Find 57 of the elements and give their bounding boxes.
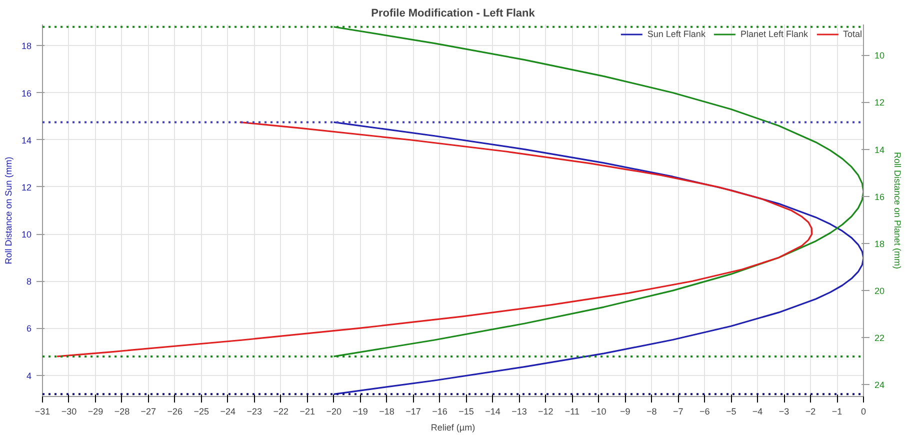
- y-tick-label: 8: [26, 276, 32, 287]
- y2-tick-label: 10: [874, 50, 885, 61]
- x-tick-label: −24: [220, 406, 236, 416]
- x-tick-label: −10: [591, 406, 606, 416]
- x-tick-label: −18: [379, 406, 394, 416]
- x-tick-label: −26: [167, 406, 183, 416]
- y2-tick-label: 22: [874, 333, 885, 344]
- x-tick-label: −25: [194, 406, 210, 416]
- x-tick-label: −12: [538, 406, 554, 416]
- line-series: [333, 121, 864, 395]
- x-tick-label: −8: [646, 406, 657, 416]
- x-tick-label: −1: [832, 406, 842, 416]
- y2-axis-title: Roll Distance on Planet (mm): [892, 152, 903, 270]
- x-tick-label: −16: [432, 406, 448, 416]
- x-tick-label: −30: [61, 406, 77, 416]
- x-tick-label: −14: [485, 406, 500, 416]
- x-axis-title: Relief (µm): [430, 422, 476, 432]
- y2-tick-label: 12: [874, 98, 885, 108]
- x-tick-label: 0: [860, 406, 866, 416]
- y-tick-label: 12: [21, 182, 32, 192]
- x-tick-label: −31: [34, 406, 50, 416]
- x-tick-label: −6: [699, 406, 710, 416]
- x-tick-label: −11: [564, 406, 580, 416]
- legend-label: Sun Left Flank: [647, 29, 706, 39]
- y2-tick-label: 20: [874, 286, 885, 296]
- y-tick-label: 16: [21, 88, 32, 98]
- x-tick-label: −2: [805, 406, 816, 416]
- x-tick-label: −15: [458, 406, 474, 416]
- x-tick-label: −20: [326, 406, 342, 416]
- x-tick-label: −28: [114, 406, 130, 416]
- chart-title: Profile Modification - Left Flank: [371, 8, 536, 20]
- y2-tick-label: 24: [874, 380, 885, 390]
- line-series: [56, 121, 813, 358]
- x-tick-label: −17: [406, 406, 421, 416]
- y2-tick-label: 18: [874, 238, 885, 249]
- x-tick-label: −7: [672, 406, 684, 416]
- x-tick-label: −19: [352, 406, 368, 416]
- x-tick-label: −29: [88, 406, 104, 416]
- x-tick-label: −23: [246, 406, 262, 416]
- x-tick-label: −21: [300, 406, 315, 416]
- x-tick-label: −5: [726, 406, 736, 416]
- x-tick-label: −22: [273, 406, 289, 416]
- y-tick-label: 18: [21, 41, 32, 52]
- y-axis-title: Roll Distance on Sun (mm): [3, 156, 14, 264]
- legend-label: Total: [843, 29, 863, 39]
- x-tick-label: −13: [512, 406, 527, 416]
- y-tick-label: 6: [26, 324, 32, 334]
- y2-tick-label: 16: [874, 192, 885, 202]
- x-tick-label: −4: [752, 406, 763, 416]
- y-tick-label: 4: [26, 370, 32, 381]
- legend-label: Planet Left Flank: [740, 29, 808, 39]
- x-tick-label: −3: [778, 406, 790, 416]
- y2-tick-label: 14: [874, 144, 885, 155]
- y-tick-label: 14: [21, 135, 32, 146]
- x-tick-label: −27: [140, 406, 156, 416]
- x-tick-label: −9: [620, 406, 630, 416]
- y-tick-label: 10: [21, 230, 32, 240]
